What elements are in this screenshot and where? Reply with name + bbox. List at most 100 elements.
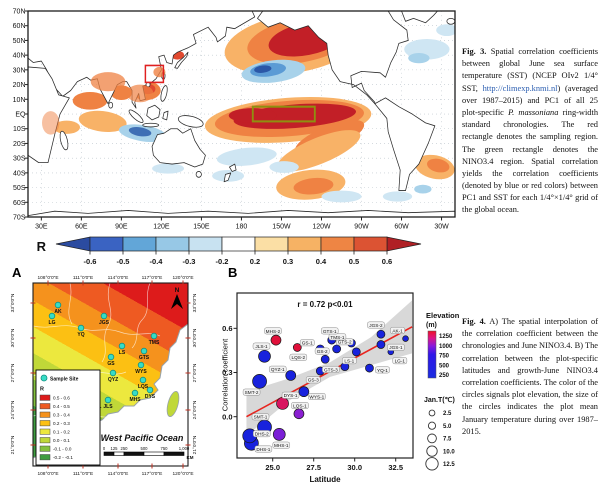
panel-a-decorations: 108°0'0"E 108°0'0"E 111°0'0"E 111°0'0"E 114°… xyxy=(10,275,198,477)
svg-text:60N: 60N xyxy=(13,23,26,30)
svg-text:90E: 90E xyxy=(115,224,128,231)
svg-text:0.3: 0.3 xyxy=(283,257,293,266)
site-dot-GS xyxy=(107,353,115,361)
svg-text:10.0: 10.0 xyxy=(443,449,455,455)
svg-text:GS: GS xyxy=(107,361,115,367)
svg-text:WYS-1: WYS-1 xyxy=(309,394,324,399)
site-dot-LS xyxy=(118,342,126,350)
site-dot-DYS xyxy=(146,386,154,394)
site-dot-JLS xyxy=(104,396,112,404)
map-axis-labels: 70N 60N 50N 40N 30N 20N 10N EQ 10S 20S 30S 40S 50S 60… xyxy=(13,9,449,231)
panel-b-label: B xyxy=(228,265,238,280)
svg-text:150W: 150W xyxy=(272,224,291,231)
new-zealand-north xyxy=(229,163,237,172)
svg-text:30W: 30W xyxy=(434,224,449,231)
svg-text:114°0'0"E: 114°0'0"E xyxy=(108,275,129,281)
y-axis-label: Correlation coefficient xyxy=(222,338,230,411)
svg-text:108°0'0"E: 108°0'0"E xyxy=(37,275,58,281)
svg-text:0.2 - 0.3: 0.2 - 0.3 xyxy=(53,421,70,426)
fig4b-scatter-plot: 25.0 27.5 30.0 32.5 0.0 0.3 0.6 r = 0.72 p<0.01… xyxy=(222,292,460,484)
svg-text:750: 750 xyxy=(439,354,450,360)
point-SMT-2 xyxy=(252,373,267,389)
svg-text:N: N xyxy=(175,287,180,294)
svg-text:33°0'0"N: 33°0'0"N xyxy=(192,293,198,312)
svg-text:40S: 40S xyxy=(13,170,26,177)
svg-text:120E: 120E xyxy=(153,224,170,231)
svg-text:Jan.T(℃): Jan.T(℃) xyxy=(424,396,455,404)
svg-text:21°0'0"N: 21°0'0"N xyxy=(192,435,198,454)
svg-text:GTS-1: GTS-1 xyxy=(323,329,337,334)
svg-text:(m): (m) xyxy=(426,322,437,329)
svg-text:YQ: YQ xyxy=(77,332,84,338)
svg-text:1250: 1250 xyxy=(439,334,453,340)
svg-text:-0.6: -0.6 xyxy=(84,257,97,266)
svg-text:250: 250 xyxy=(121,446,129,451)
site-dot-LG xyxy=(48,312,56,320)
fig4-caption: Fig. 4. A) The spatial interpolation of … xyxy=(462,317,598,436)
svg-text:24°0'0"N: 24°0'0"N xyxy=(192,400,198,419)
svg-text:SMT-2: SMT-2 xyxy=(245,390,259,395)
point-WYS-1 xyxy=(298,386,310,398)
svg-text:50N: 50N xyxy=(13,38,26,45)
svg-text:25.0: 25.0 xyxy=(265,463,280,472)
svg-text:LS: LS xyxy=(119,350,126,356)
svg-text:125: 125 xyxy=(111,446,119,451)
svg-text:QYZ-1: QYZ-1 xyxy=(271,367,285,372)
point-AK-1 xyxy=(402,335,409,342)
new-guinea xyxy=(177,115,204,128)
borneo xyxy=(146,104,161,121)
panel-a-frame xyxy=(32,282,189,467)
svg-text:20S: 20S xyxy=(13,141,26,148)
svg-text:5.0: 5.0 xyxy=(443,424,452,430)
site-dot-TMS xyxy=(150,332,158,340)
fig3-world-correlation-map: 70N 60N 50N 40N 30N 20N 10N EQ 10S 20S 30S 40S 50S 60… xyxy=(13,9,456,266)
svg-text:LG: LG xyxy=(49,320,56,326)
svg-text:GTS: GTS xyxy=(139,355,150,361)
svg-text:24°0'0"N: 24°0'0"N xyxy=(10,400,16,419)
caption-link[interactable]: http://climexp.knmi.nl xyxy=(482,83,558,93)
x-axis-label: Latitude xyxy=(309,475,341,484)
svg-text:JGS: JGS xyxy=(99,320,110,326)
sampling-region-box xyxy=(144,64,165,84)
svg-text:R: R xyxy=(40,387,44,393)
svg-text:10N: 10N xyxy=(13,97,26,104)
svg-text:AK-1: AK-1 xyxy=(392,328,403,333)
svg-text:-0.2: -0.2 xyxy=(216,257,229,266)
svg-text:0.6: 0.6 xyxy=(382,257,392,266)
sri-lanka xyxy=(108,101,114,109)
svg-text:0.5 - 0.6: 0.5 - 0.6 xyxy=(53,396,70,401)
svg-text:60S: 60S xyxy=(13,200,26,207)
south-america xyxy=(374,97,436,191)
svg-text:30°0'0"N: 30°0'0"N xyxy=(10,328,16,347)
point-JGS-2 xyxy=(376,329,386,339)
svg-text:1,000: 1,000 xyxy=(179,446,190,451)
fig4a-interpolation-map: 108°0'0"E 108°0'0"E 111°0'0"E 111°0'0"E 114°… xyxy=(10,275,198,477)
svg-text:120W: 120W xyxy=(312,224,331,231)
iceland xyxy=(446,17,455,25)
svg-text:500: 500 xyxy=(439,363,450,369)
svg-text:-0.2 - -0.1: -0.2 - -0.1 xyxy=(53,455,73,460)
svg-text:150E: 150E xyxy=(193,224,210,231)
point-DYS-1 xyxy=(276,397,289,410)
site-dot-YQ xyxy=(77,324,85,332)
svg-text:108°0'0"E: 108°0'0"E xyxy=(37,471,58,477)
svg-text:27°0'0"N: 27°0'0"N xyxy=(192,363,198,382)
nino34-region-box xyxy=(251,105,316,123)
svg-text:12.5: 12.5 xyxy=(443,462,455,468)
svg-text:180: 180 xyxy=(236,224,248,231)
svg-text:27.5: 27.5 xyxy=(306,463,321,472)
svg-text:70S: 70S xyxy=(13,215,26,222)
svg-text:LQS: LQS xyxy=(138,384,149,390)
svg-text:GTS-2: GTS-2 xyxy=(338,340,352,345)
svg-text:DHS-2: DHS-2 xyxy=(255,432,269,437)
svg-text:0.4: 0.4 xyxy=(316,257,327,266)
point-LS-1 xyxy=(351,347,361,357)
point-JGS-1 xyxy=(376,340,386,349)
svg-text:0.3: 0.3 xyxy=(222,368,232,377)
svg-text:GS-1: GS-1 xyxy=(302,341,313,346)
svg-text:WYS: WYS xyxy=(135,369,147,375)
greenland xyxy=(401,11,438,24)
site-dot-WYS xyxy=(137,361,145,369)
svg-text:70N: 70N xyxy=(13,9,26,16)
